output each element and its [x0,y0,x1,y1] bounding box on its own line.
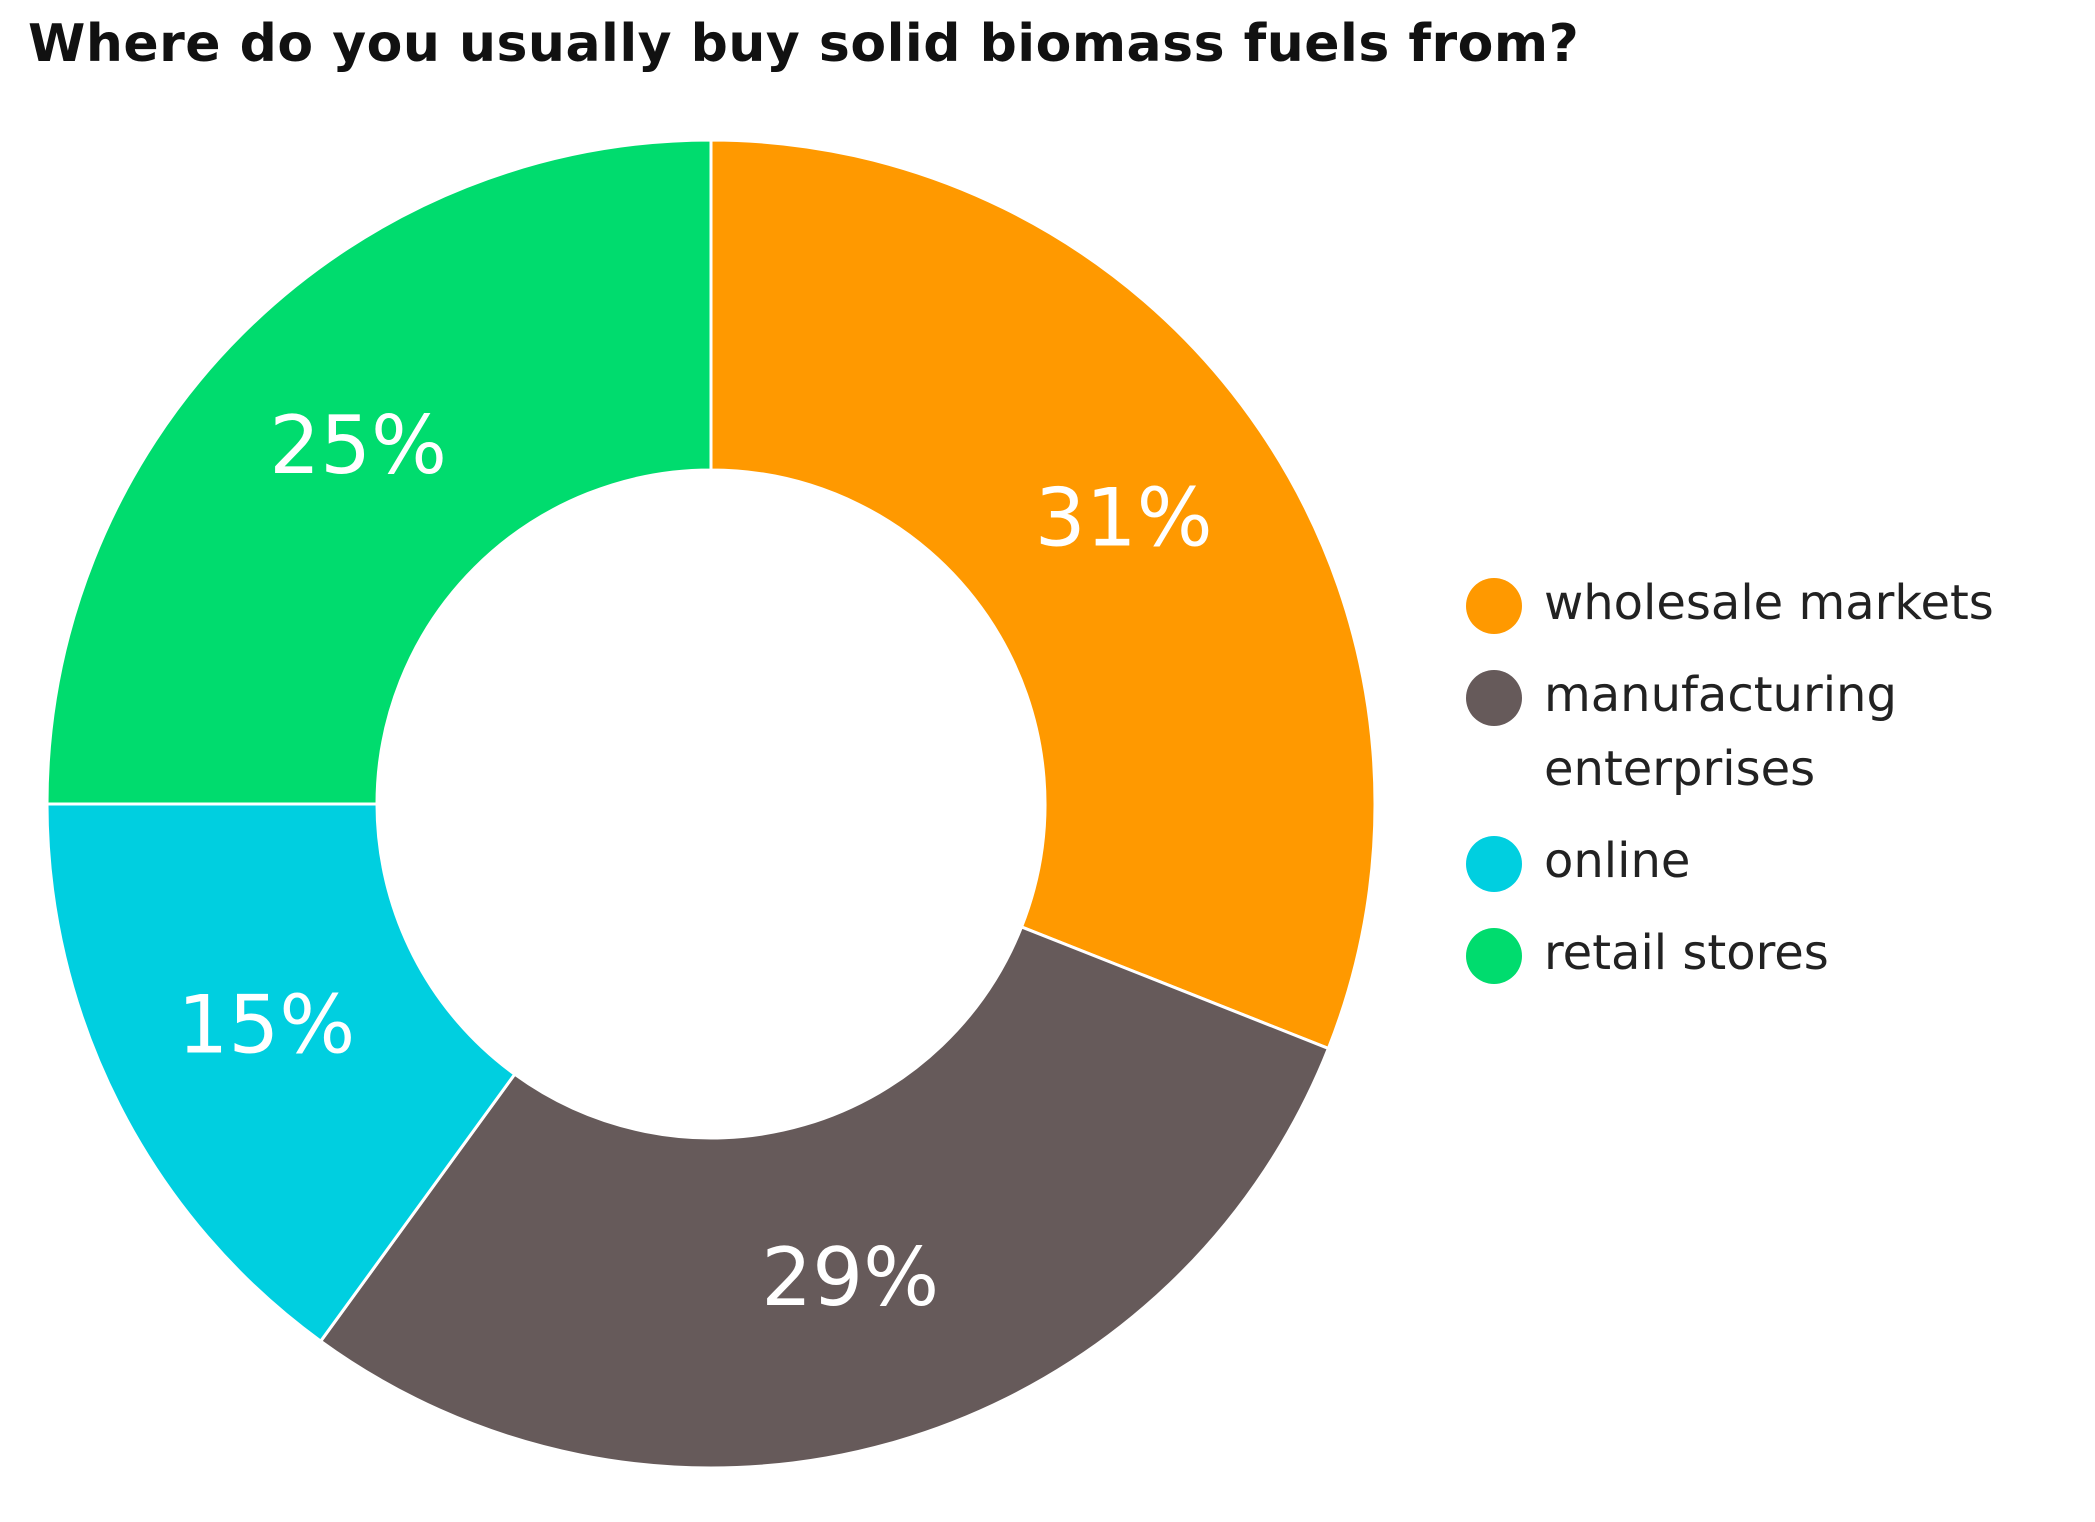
legend: wholesale markets manufacturing enterpris… [1466,570,2086,1012]
legend-item: retail stores [1466,920,2086,990]
slice [709,138,1377,1051]
slice [45,138,713,806]
slice [318,925,1331,1470]
legend-label: manufacturing enterprises [1544,667,1897,797]
slice [45,802,517,1344]
legend-label: online [1544,833,1691,889]
legend-item: online [1466,828,2086,898]
value-label: 31% [1035,471,1213,564]
chart-title: Where do you usually buy solid biomass f… [28,14,1580,74]
legend-label: retail stores [1544,925,1829,981]
legend-item: wholesale markets [1466,570,2086,640]
value-label: 25% [269,399,447,492]
legend-swatch [1466,928,1522,984]
legend-swatch [1466,670,1522,726]
legend-item: manufacturing enterprises [1466,662,2086,806]
legend-label: wholesale markets [1544,575,1994,631]
legend-swatch [1466,836,1522,892]
chart: 31% 29% 15% 25% [45,138,1377,1470]
legend-swatch [1466,578,1522,634]
value-label: 15% [177,979,355,1072]
value-label: 29% [761,1231,939,1324]
